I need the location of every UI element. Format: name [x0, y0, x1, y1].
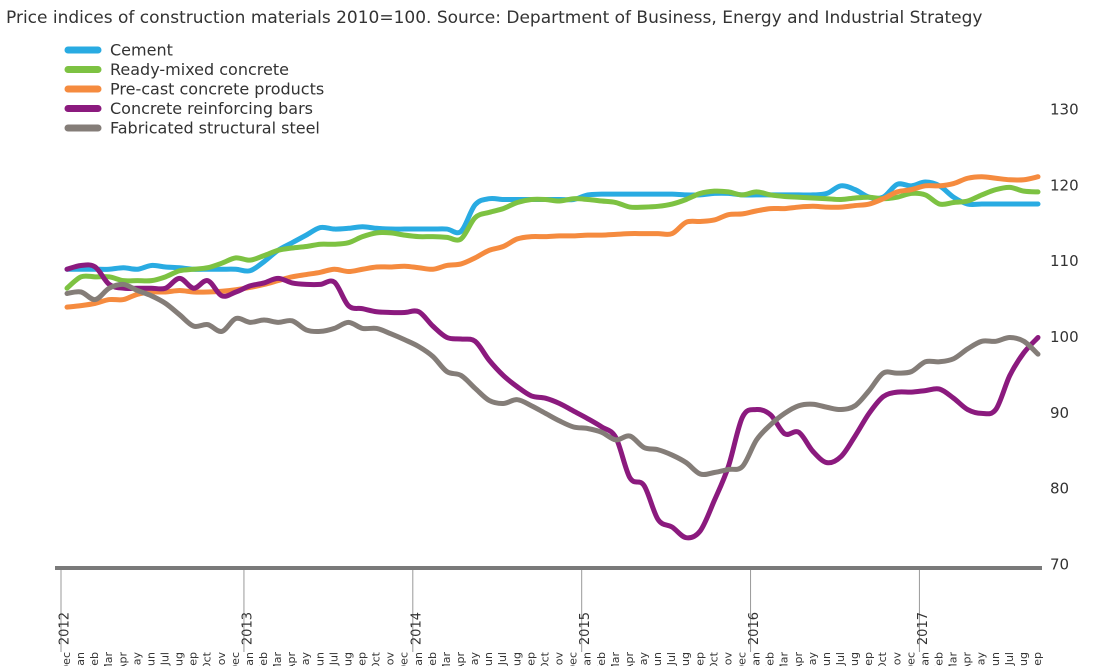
legend-label: Pre-cast concrete products [110, 80, 324, 99]
x-tick-label: Oct [876, 651, 889, 666]
x-tick-label: Jan [243, 652, 256, 666]
x-tick-label: Oct [538, 651, 551, 666]
legend-label: Fabricated structural steel [110, 119, 320, 138]
x-tick-label: May [806, 652, 819, 666]
x-tick-label: Sep [1031, 652, 1044, 666]
x-tick-label: Jun [482, 652, 495, 666]
x-tick-label: Jan [74, 652, 87, 666]
x-tick-label: Feb [88, 652, 101, 666]
x-tick-label: Jan [412, 652, 425, 666]
y-tick-label: 100 [1050, 328, 1079, 346]
x-tick-label: Jan [918, 652, 931, 666]
legend-label: Concrete reinforcing bars [110, 99, 313, 118]
y-tick-label: 120 [1050, 176, 1079, 194]
year-label: 2016 [747, 612, 762, 645]
x-tick-label: Aug [848, 652, 861, 666]
y-tick-label: 80 [1050, 480, 1069, 498]
x-tick-label: Dec [904, 652, 917, 666]
x-tick-label: Jun [313, 652, 326, 666]
x-tick-label: Aug [173, 652, 186, 666]
x-tick-label: Nov [721, 652, 734, 666]
x-tick-label: Mar [271, 652, 284, 666]
series-line [64, 281, 1041, 478]
y-tick-label: 90 [1050, 404, 1069, 422]
x-tick-label: Oct [201, 651, 214, 666]
x-tick-label: May [299, 652, 312, 666]
x-tick-label: Mar [778, 652, 791, 666]
x-tick-label: Feb [764, 652, 777, 666]
legend-label: Cement [110, 41, 173, 60]
year-label: 2013 [240, 612, 255, 645]
x-tick-label: Feb [595, 652, 608, 666]
x-tick-label: Nov [215, 652, 228, 666]
x-tick-label: Oct [370, 651, 383, 666]
x-tick-label: Mar [440, 652, 453, 666]
x-tick-label: Apr [454, 652, 467, 666]
y-tick-label: 70 [1050, 556, 1069, 574]
year-label: 2014 [409, 612, 424, 645]
x-tick-label: Mar [102, 652, 115, 666]
x-tick-label: Dec [60, 652, 73, 666]
x-tick-label: Jun [989, 652, 1002, 666]
x-tick-label: Sep [187, 652, 200, 666]
x-tick-label: Feb [932, 652, 945, 666]
x-tick-label: Sep [693, 652, 706, 666]
x-tick-label: Apr [285, 652, 298, 666]
x-tick-label: Nov [890, 652, 903, 666]
x-tick-label: May [975, 652, 988, 666]
x-tick-label: Nov [553, 652, 566, 666]
x-tick-label: Jan [581, 652, 594, 666]
x-tick-label: May [130, 652, 143, 666]
x-tick-label: Dec [398, 652, 411, 666]
legend-label: Ready-mixed concrete [110, 60, 289, 79]
x-tick-label: Mar [947, 652, 960, 666]
x-tick-label: Aug [341, 652, 354, 666]
x-tick-label: Oct [707, 651, 720, 666]
x-tick-label: Apr [792, 652, 805, 666]
x-tick-label: Dec [567, 652, 580, 666]
x-tick-label: Aug [679, 652, 692, 666]
series-line [64, 184, 1041, 291]
x-tick-label: Jul [159, 652, 172, 666]
y-tick-label: 130 [1050, 101, 1079, 119]
x-tick-label: Feb [257, 652, 270, 666]
x-tick-label: May [468, 652, 481, 666]
x-tick-label: Apr [961, 652, 974, 666]
x-tick-label: Jul [327, 652, 340, 666]
x-tick-label: Nov [384, 652, 397, 666]
x-tick-label: Sep [524, 652, 537, 666]
chart-title: Price indices of construction materials … [6, 8, 982, 28]
year-label: 2012 [58, 612, 73, 645]
x-tick-label: Aug [510, 652, 523, 666]
x-tick-label: Jul [665, 652, 678, 666]
year-label: 2015 [578, 612, 593, 645]
x-tick-label: Feb [426, 652, 439, 666]
x-tick-label: Apr [116, 652, 129, 666]
series-line [64, 262, 1041, 541]
series-line [64, 174, 1041, 310]
year-label: 2017 [916, 612, 931, 645]
x-tick-label: Jan [750, 652, 763, 666]
x-tick-label: Jul [834, 652, 847, 666]
x-tick-label: Dec [735, 652, 748, 666]
x-tick-label: Sep [862, 652, 875, 666]
x-tick-label: Jun [820, 652, 833, 666]
x-tick-label: Aug [1017, 652, 1030, 666]
x-tick-label: Dec [229, 652, 242, 666]
x-tick-label: Jul [496, 652, 509, 666]
x-tick-label: Apr [623, 652, 636, 666]
x-tick-label: Mar [609, 652, 622, 666]
x-tick-label: Sep [356, 652, 369, 666]
y-tick-label: 110 [1050, 252, 1079, 270]
x-tick-label: Jul [1003, 652, 1016, 666]
x-tick-label: Jun [144, 652, 157, 666]
x-tick-label: Jun [651, 652, 664, 666]
x-tick-label: May [637, 652, 650, 666]
